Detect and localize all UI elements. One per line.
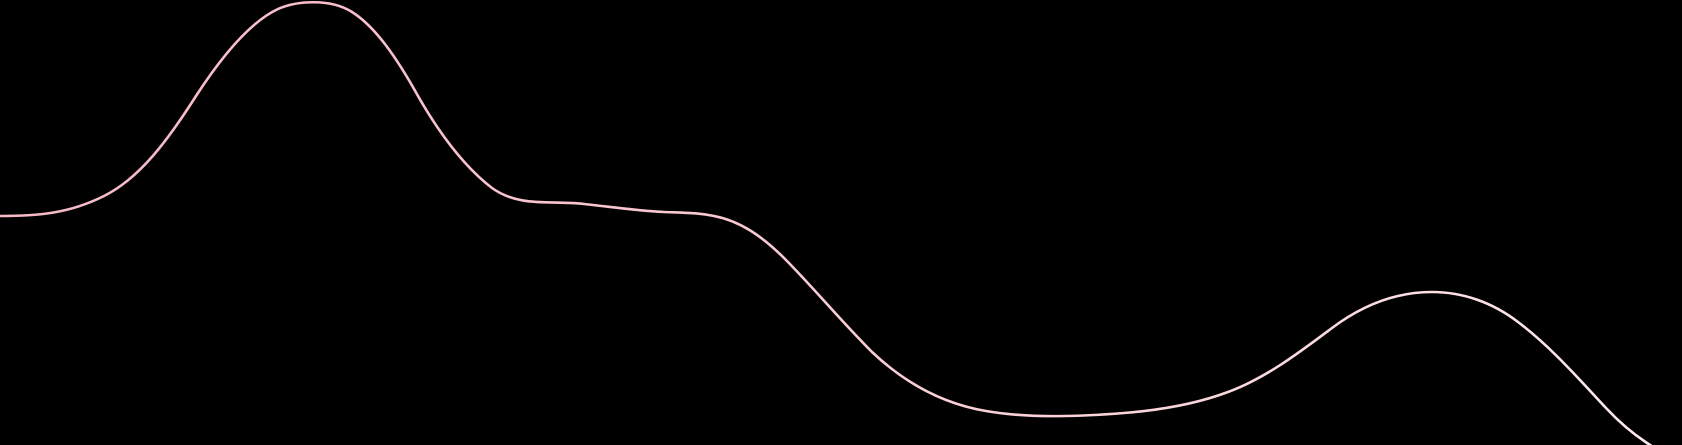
wave-curve-path xyxy=(0,1,1653,445)
curve-canvas xyxy=(0,0,1682,445)
curve-svg xyxy=(0,0,1682,445)
background-rect xyxy=(0,0,1682,445)
